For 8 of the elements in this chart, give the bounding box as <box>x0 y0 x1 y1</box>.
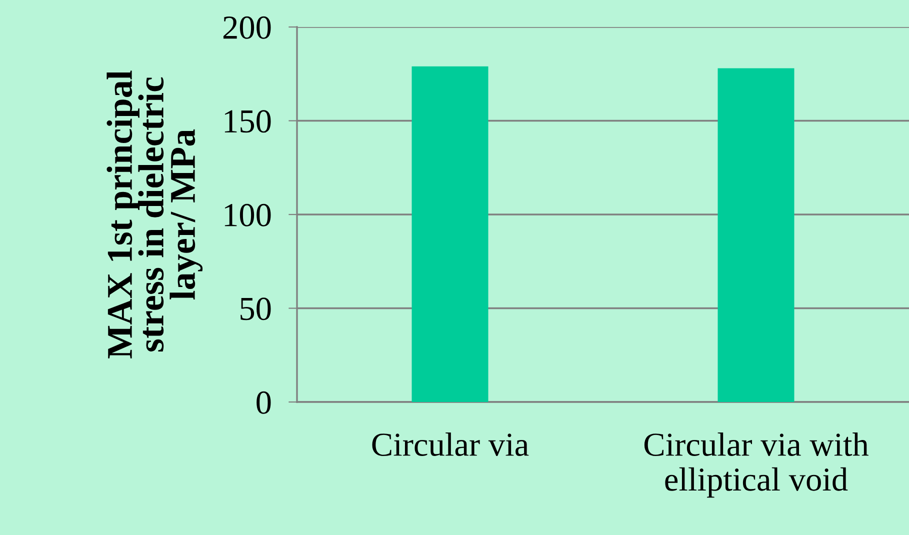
y-tick-label: 200 <box>223 16 271 39</box>
y-axis-title: MAX 1st principal stress in dielectric layer/ MPa <box>106 70 203 358</box>
y-tick-label: 50 <box>240 298 271 320</box>
y-tick-label: 0 <box>256 391 271 414</box>
x-tick-label: Circular via with elliptical void <box>644 432 868 498</box>
y-tick-label: 150 <box>224 110 271 133</box>
x-tick-label: Circular via <box>372 432 529 456</box>
y-tick-label: 100 <box>224 204 271 226</box>
